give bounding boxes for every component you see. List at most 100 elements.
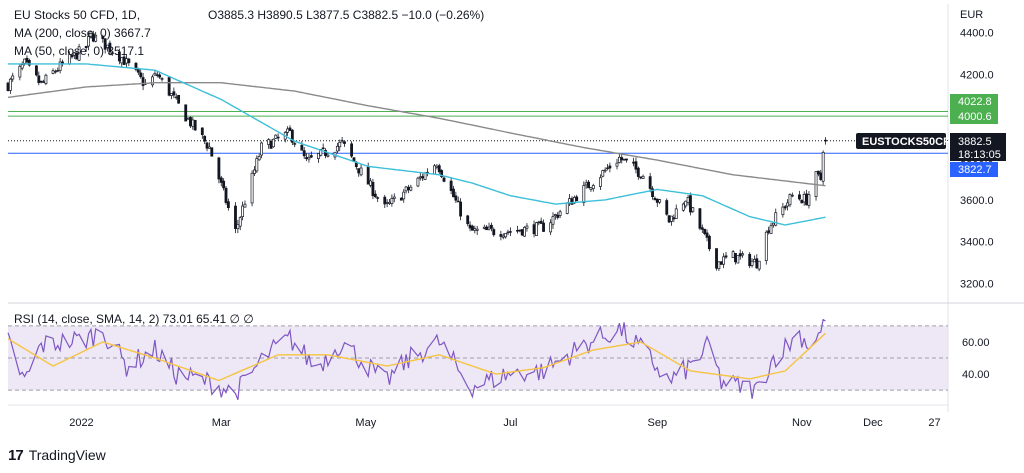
- candle: [499, 230, 503, 241]
- candle-body: [653, 197, 657, 201]
- price-tick-label: 3200.0: [960, 279, 994, 291]
- candle: [684, 200, 688, 209]
- candle: [226, 198, 230, 211]
- candle-body: [575, 196, 579, 202]
- candle: [549, 219, 553, 236]
- candle-body: [253, 169, 256, 174]
- candle: [110, 52, 114, 56]
- candle-body: [722, 256, 726, 265]
- candle: [224, 186, 228, 205]
- candle-body: [437, 165, 441, 173]
- candle-body: [471, 225, 474, 231]
- candle: [117, 48, 121, 65]
- candle: [416, 176, 420, 188]
- candle-body: [667, 215, 671, 223]
- candle-body: [641, 175, 645, 179]
- candle: [274, 134, 278, 139]
- candle-body: [774, 212, 778, 226]
- ma200-line: [7, 82, 826, 187]
- candle-body: [821, 152, 825, 182]
- candle-body: [501, 235, 505, 238]
- candle: [203, 135, 207, 144]
- candle: [376, 196, 380, 202]
- candle-body: [698, 208, 702, 229]
- candle: [338, 139, 342, 152]
- candle-body: [87, 36, 90, 47]
- resistance-badge-1-text: 4022.8: [958, 96, 992, 108]
- candle-body: [94, 34, 98, 42]
- candle-body: [506, 231, 510, 234]
- candle-body: [589, 187, 593, 190]
- candle: [390, 194, 394, 207]
- candle: [783, 204, 787, 211]
- ma-price-badge: 3822.7: [950, 162, 998, 177]
- candle: [200, 127, 204, 139]
- candle: [238, 216, 242, 231]
- candle: [456, 196, 460, 203]
- candle: [257, 153, 261, 161]
- candle: [466, 214, 470, 227]
- candle: [781, 202, 785, 218]
- candle-body: [608, 165, 612, 169]
- candle-body: [686, 197, 690, 204]
- candle-body: [639, 176, 643, 179]
- candle-body: [518, 229, 522, 232]
- candle-body: [615, 162, 619, 167]
- rsi-legend[interactable]: RSI (14, close, SMA, 14, 2) 73.01 65.41 …: [14, 312, 254, 326]
- candle: [824, 137, 827, 145]
- candle: [236, 219, 240, 234]
- brand-name: TradingView: [28, 447, 106, 463]
- candle: [359, 164, 363, 177]
- candle-body: [120, 57, 124, 64]
- candle: [321, 143, 325, 150]
- candle: [433, 163, 436, 175]
- candle-body: [84, 46, 88, 49]
- candle-body: [482, 226, 486, 229]
- candle: [189, 116, 192, 129]
- candle-body: [459, 201, 463, 217]
- candle-body: [757, 260, 761, 270]
- candle-body: [241, 205, 245, 218]
- candle-body: [357, 168, 361, 174]
- candle-body: [658, 199, 662, 203]
- candle-body: [383, 196, 387, 205]
- price-tick-label: 3600.0: [960, 195, 994, 207]
- symbol-price-tag[interactable]: EUSTOCKS50CFD: [856, 133, 958, 149]
- candle-body: [390, 198, 394, 205]
- candle-body: [601, 170, 605, 177]
- time-tick-label: Dec: [863, 417, 883, 429]
- candle: [141, 72, 145, 91]
- chart-canvas[interactable]: 4400.04200.04000.03800.03600.03400.03200…: [0, 0, 1024, 444]
- candle-body: [755, 258, 759, 269]
- candle-body: [193, 119, 197, 131]
- candle-body: [674, 208, 678, 219]
- candle-body: [790, 194, 794, 197]
- footer-branding[interactable]: 17 TradingView: [8, 444, 106, 466]
- candle-body: [27, 59, 31, 66]
- candle: [634, 157, 638, 174]
- symbol-title[interactable]: EU Stocks 50 CFD, 1D,: [14, 8, 140, 22]
- candle-body: [672, 217, 676, 220]
- candle: [37, 71, 41, 86]
- candle: [27, 58, 31, 67]
- candle-body: [257, 156, 261, 161]
- candle-body: [537, 221, 541, 224]
- candle: [475, 225, 479, 235]
- candle-body: [753, 259, 756, 263]
- candle: [373, 190, 377, 199]
- candle-body: [153, 73, 157, 76]
- ma200-legend[interactable]: MA (200, close, 0) 3667.7: [14, 26, 151, 40]
- candle-body: [167, 77, 171, 96]
- candle: [454, 191, 458, 203]
- candle-body: [473, 228, 477, 231]
- candle: [508, 227, 512, 237]
- candle-body: [274, 134, 278, 139]
- ma50-legend[interactable]: MA (50, close, 0) 3517.1: [14, 44, 144, 58]
- candle-body: [174, 96, 178, 99]
- candle: [719, 261, 723, 265]
- candle-body: [622, 158, 626, 161]
- candle-body: [418, 176, 422, 179]
- candle: [769, 222, 773, 235]
- candle: [535, 221, 538, 236]
- candle: [575, 194, 579, 202]
